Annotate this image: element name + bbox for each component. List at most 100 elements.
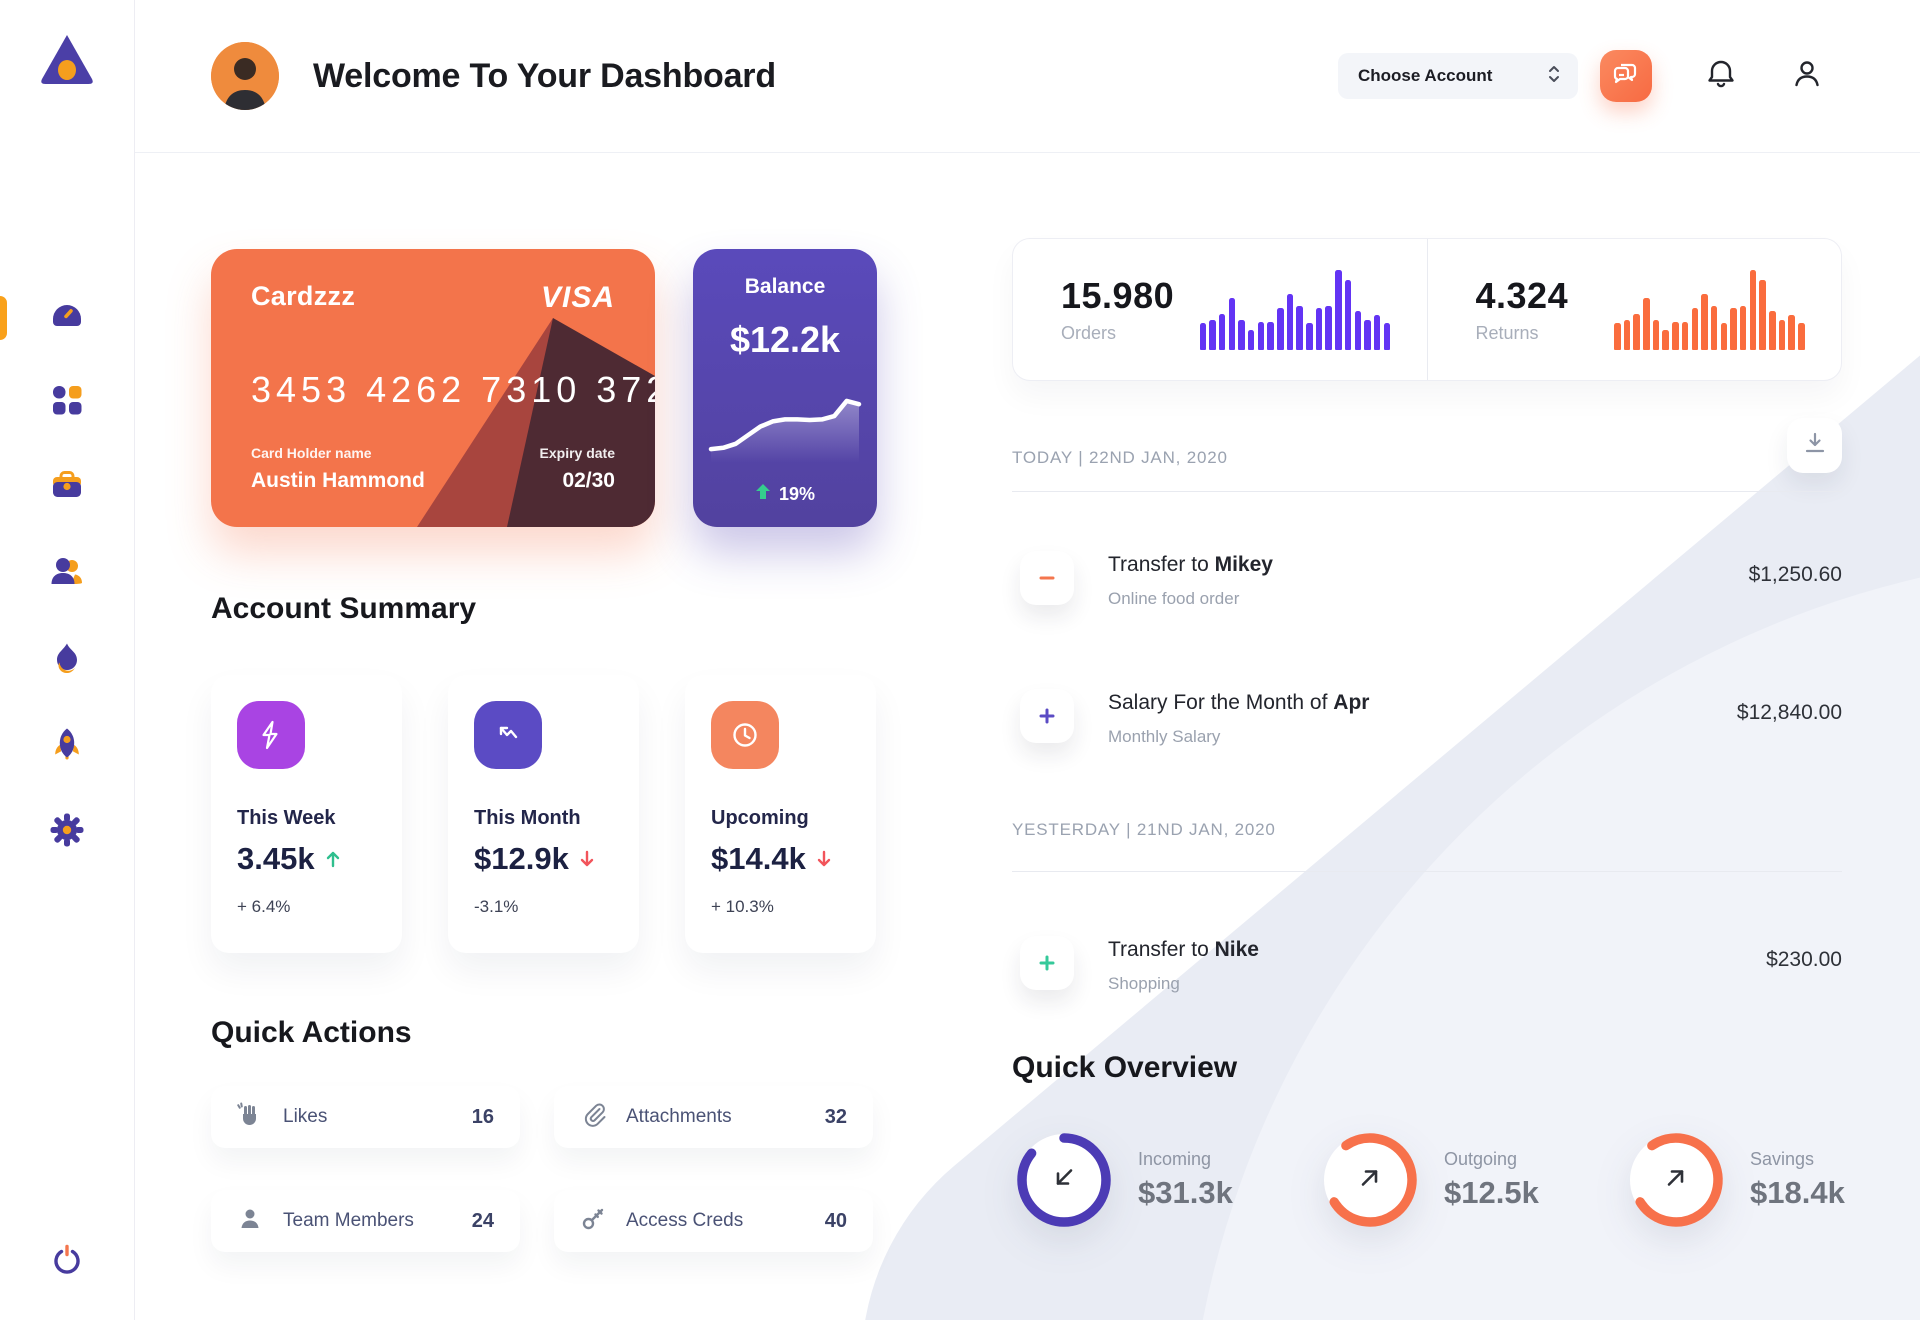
quick-action-attachments[interactable]: Attachments 32 [554,1086,873,1148]
trend-down-icon [578,841,596,877]
overview-value: $18.4k [1750,1175,1845,1210]
account-select[interactable]: Choose Account [1338,53,1578,99]
quick-action-count: 16 [471,1105,494,1128]
page-title: Welcome To Your Dashboard [313,56,776,95]
top-header: Welcome To Your Dashboard Choose Account [135,0,1920,153]
transaction-amount: $1,250.60 [1748,563,1842,586]
quick-action-access-creds[interactable]: Access Creds 40 [554,1190,873,1252]
transaction-sign-icon [1020,936,1074,990]
card-expiry-label: Expiry date [539,445,615,461]
savings-ring-chart [1624,1128,1728,1232]
summary-value: $12.9k [474,841,596,877]
outgoing-ring-chart [1318,1128,1422,1232]
notifications-button[interactable] [1704,57,1738,96]
bell-icon [1704,57,1738,96]
overview-incoming: Incoming $31.3k [1012,1128,1288,1232]
balance-change: 19% [693,483,877,505]
quick-action-team-members[interactable]: Team Members 24 [211,1190,520,1252]
summary-label: This Month [474,807,581,829]
up-arrow-icon [755,483,771,505]
divider [1012,871,1842,872]
summary-card-this-month: This Month $12.9k -3.1% [448,675,639,953]
transaction-title-bold: Nike [1214,938,1259,961]
transaction-row[interactable]: Transfer to Nike Shopping $230.00 [1012,936,1842,1006]
cards-row: Cardzzz VISA 3453 4262 7310 3728 Card Ho… [211,249,881,527]
summary-card-this-week: This Week 3.45k + 6.4% [211,675,402,953]
account-select-label: Choose Account [1358,66,1493,85]
summary-label: Upcoming [711,807,809,829]
left-column: Cardzzz VISA 3453 4262 7310 3728 Card Ho… [211,249,881,1252]
arrow-up-right-icon [1661,1163,1691,1198]
summary-value-text: $14.4k [711,841,806,876]
orders-stat: 15.980 Orders [1013,239,1427,380]
date-group-today: TODAY | 22ND JAN, 2020 [1012,448,1228,467]
sidebar-item-work[interactable] [49,470,85,506]
logout-button[interactable] [49,1242,85,1278]
transaction-title-bold: Apr [1333,691,1370,714]
sidebar-nav [0,298,134,850]
returns-label: Returns [1475,323,1539,343]
summary-change: + 6.4% [237,897,291,916]
clap-icon [237,1102,263,1133]
app-logo-icon [31,26,103,98]
right-column: 15.980 Orders 4.324 Returns TODAY | 22ND… [1012,153,1845,1320]
transaction-title-prefix: Transfer to [1108,938,1215,961]
transaction-title-prefix: Salary For the Month of [1108,691,1334,714]
trend-down-icon [815,841,833,877]
sidebar [0,0,135,1320]
orders-bar-chart [1199,269,1391,350]
chat-button[interactable] [1600,50,1652,102]
profile-button[interactable] [1790,57,1824,96]
bolt-icon [237,701,305,769]
summary-change: + 10.3% [711,897,774,916]
sidebar-item-launch[interactable] [49,728,85,764]
balance-trend-chart [708,398,862,463]
quick-action-label: Attachments [626,1106,732,1127]
card-holder-label: Card Holder name [251,445,372,461]
sidebar-item-team[interactable] [49,556,85,592]
arrow-down-left-icon [1049,1163,1079,1198]
transaction-title: Salary For the Month of Apr [1108,691,1369,715]
quick-action-label: Team Members [283,1210,414,1231]
transaction-amount: $230.00 [1766,948,1842,971]
active-nav-indicator [0,296,7,340]
quick-action-count: 32 [824,1105,847,1128]
arrow-up-right-icon [1355,1163,1385,1198]
summary-label: This Week [237,807,336,829]
transaction-row[interactable]: Transfer to Mikey Online food order $1,2… [1012,551,1842,621]
transaction-title: Transfer to Nike [1108,938,1259,962]
team-icon [49,554,85,595]
user-avatar[interactable] [211,42,279,110]
download-icon [1802,430,1828,461]
user-icon [1790,57,1824,96]
sidebar-item-apps[interactable] [49,384,85,420]
download-button[interactable] [1787,418,1842,473]
stats-panel: 15.980 Orders 4.324 Returns [1012,238,1842,381]
quick-action-likes[interactable]: Likes 16 [211,1086,520,1148]
sidebar-item-settings[interactable] [49,813,85,850]
summary-value-text: $12.9k [474,841,569,876]
paperclip-icon [580,1102,606,1133]
card-holder-name: Austin Hammond [251,469,425,492]
overview-value: $12.5k [1444,1175,1539,1210]
transaction-sign-icon [1020,551,1074,605]
clock-icon [711,701,779,769]
trend-up-icon [324,841,342,877]
sidebar-item-trending[interactable] [49,642,85,678]
overview-label: Incoming [1138,1149,1212,1169]
sidebar-item-dashboard[interactable] [49,298,85,334]
overview-value: $31.3k [1138,1175,1233,1210]
summary-value-text: 3.45k [237,841,315,876]
credit-card: Cardzzz VISA 3453 4262 7310 3728 Card Ho… [211,249,655,527]
quick-overview-title: Quick Overview [1012,1051,1238,1084]
summary-cards: This Week 3.45k + 6.4% [211,675,881,953]
transaction-subtitle: Shopping [1108,974,1180,993]
transaction-row[interactable]: Salary For the Month of Apr Monthly Sala… [1012,689,1842,759]
date-group-yesterday: YESTERDAY | 21ND JAN, 2020 [1012,820,1276,839]
returns-stat: 4.324 Returns [1426,239,1842,380]
quick-overview-rings: Incoming $31.3k [1012,1128,1845,1232]
balance-label: Balance [744,275,826,298]
transaction-subtitle: Online food order [1108,589,1240,608]
summary-value: $14.4k [711,841,833,877]
